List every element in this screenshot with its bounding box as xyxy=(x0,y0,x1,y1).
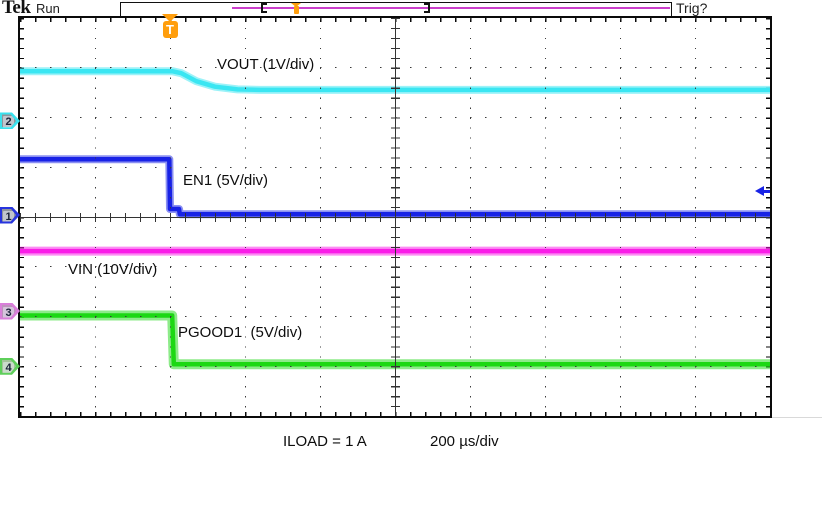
trigger-level-arrow[interactable] xyxy=(755,185,770,197)
channel-number: 4 xyxy=(3,361,14,373)
channel-marker-body: 2 xyxy=(2,114,16,128)
channel-marker-body: 3 xyxy=(2,304,16,318)
waveform-graticule: T VOUT (1V/div) EN1 (5V/div) VIN (10V/di… xyxy=(18,14,772,418)
grid-line-horizontal xyxy=(20,266,770,268)
trigger-bar-icon xyxy=(293,6,299,14)
channel-3-marker[interactable]: 3 xyxy=(0,302,20,320)
tek-logo: Tek xyxy=(2,0,31,18)
channel-reference-markers: 2 1 3 4 xyxy=(0,0,22,506)
vout-trace-label: VOUT (1V/div) xyxy=(217,56,315,73)
channel-2-marker[interactable]: 2 xyxy=(0,112,20,130)
waveform-traces xyxy=(20,67,770,370)
horizontal-overview-bar xyxy=(120,2,672,17)
center-horizontal-line xyxy=(20,216,770,218)
channel-number: 3 xyxy=(3,306,14,318)
trigger-arrow-icon xyxy=(161,14,178,22)
grid-line-horizontal xyxy=(20,316,770,317)
channel-number: 1 xyxy=(3,210,14,222)
overview-trigger-position-icon[interactable] xyxy=(291,3,301,15)
timebase-label: 200 µs/div xyxy=(430,433,499,450)
vin-trace-label: VIN (10V/div) xyxy=(68,261,158,278)
grid-line-horizontal xyxy=(20,365,770,367)
trigger-status: Trig? xyxy=(676,0,708,16)
grid-line-horizontal xyxy=(20,117,770,118)
load-condition-label: ILOAD = 1 A xyxy=(283,433,367,450)
trace-pgood1 xyxy=(20,313,770,367)
channel-number: 2 xyxy=(3,116,14,128)
trigger-position-marker[interactable]: T xyxy=(161,14,179,42)
zoom-window-left-bracket[interactable] xyxy=(261,3,267,13)
channel-marker-body: 1 xyxy=(2,208,16,222)
zoom-window-right-bracket[interactable] xyxy=(424,3,430,13)
channel-1-marker[interactable]: 1 xyxy=(0,206,20,224)
grid-line-horizontal xyxy=(20,67,770,69)
pgood1-trace-label: PGOOD1 (5V/div) xyxy=(178,324,303,341)
en1-trace-label: EN1 (5V/div) xyxy=(183,172,269,189)
plot-shadow-line xyxy=(772,417,822,418)
trigger-arrow-icon xyxy=(291,3,301,7)
channel-marker-body: 4 xyxy=(2,359,16,373)
arrow-tail xyxy=(763,189,770,193)
trigger-t-icon: T xyxy=(162,21,178,38)
overview-record-line xyxy=(232,7,670,9)
trace-vout xyxy=(20,68,770,93)
grid-line-horizontal xyxy=(20,166,770,168)
acquisition-status: Run xyxy=(36,1,60,16)
arrow-head-icon xyxy=(755,185,764,196)
channel-4-marker[interactable]: 4 xyxy=(0,357,20,375)
